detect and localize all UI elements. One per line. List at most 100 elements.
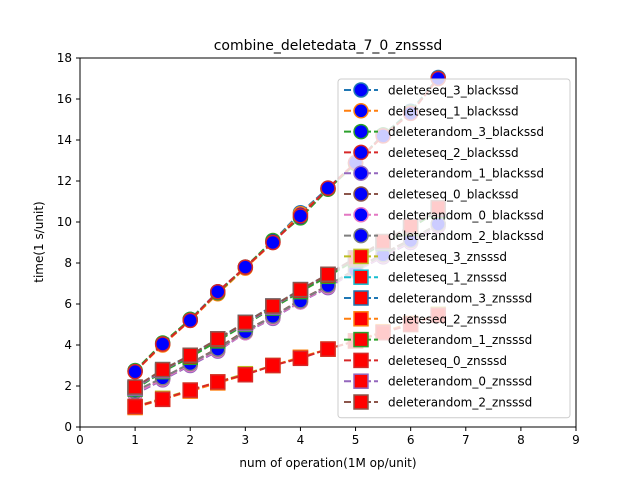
legend: deleteseq_3_blackssd deleteseq_1_blackssd… bbox=[337, 78, 571, 419]
data-point bbox=[154, 391, 171, 408]
data-point bbox=[292, 281, 309, 298]
legend-label: deleteseq_2_blackssd bbox=[388, 146, 519, 160]
legend-entry: deleterandom_3_blackssd bbox=[344, 123, 544, 140]
legend-label: deleterandom_0_znsssd bbox=[388, 375, 532, 389]
data-point bbox=[237, 314, 254, 331]
data-point bbox=[265, 234, 281, 251]
data-point bbox=[182, 312, 198, 329]
data-point bbox=[210, 283, 226, 300]
legend-marker bbox=[353, 331, 369, 348]
legend-box bbox=[337, 78, 571, 419]
data-point bbox=[237, 366, 254, 383]
legend-marker bbox=[353, 207, 369, 223]
data-point bbox=[154, 336, 171, 352]
data-point bbox=[127, 398, 143, 415]
legend-label: deleteseq_1_znsssd bbox=[388, 271, 507, 285]
legend-marker bbox=[353, 352, 369, 369]
legend-label: deleteseq_3_blackssd bbox=[388, 84, 519, 98]
y-axis-label: time(1 s/unit) bbox=[32, 201, 46, 282]
legend-label: deleteseq_3_znsssd bbox=[388, 250, 507, 264]
x-tick-label: 9 bbox=[572, 433, 580, 447]
legend-entry: deleterandom_1_znsssd bbox=[344, 331, 532, 348]
y-tick-label: 18 bbox=[57, 51, 72, 65]
x-tick-label: 7 bbox=[462, 433, 470, 447]
x-tick-label: 8 bbox=[517, 433, 525, 447]
data-point bbox=[320, 266, 336, 283]
data-point bbox=[182, 347, 198, 363]
legend-marker bbox=[353, 394, 369, 410]
y-tick-label: 2 bbox=[64, 379, 72, 393]
x-tick-label: 3 bbox=[242, 433, 250, 447]
legend-entry: deleteseq_3_znsssd bbox=[344, 248, 507, 265]
legend-marker bbox=[353, 144, 369, 161]
y-tick-label: 16 bbox=[57, 92, 72, 106]
legend-entry: deleteseq_0_blackssd bbox=[344, 186, 519, 202]
y-tick-label: 6 bbox=[64, 297, 72, 311]
plot-frame bbox=[79, 57, 577, 428]
legend-label: deleteseq_0_znsssd bbox=[388, 354, 507, 368]
y-tick-label: 0 bbox=[64, 420, 72, 434]
legend-entry: deleterandom_1_blackssd bbox=[344, 165, 544, 181]
data-point bbox=[154, 361, 171, 378]
legend-entry: deleteseq_2_znsssd bbox=[344, 311, 507, 327]
data-point bbox=[210, 331, 226, 347]
legend-entry: deleterandom_2_znsssd bbox=[344, 394, 532, 410]
legend-entry: deleterandom_3_znsssd bbox=[344, 290, 532, 306]
legend-entry: deleteseq_1_blackssd bbox=[344, 103, 519, 119]
chart-title: combine_deletedata_7_0_znsssd bbox=[214, 38, 443, 54]
y-tick-label: 8 bbox=[64, 256, 72, 270]
data-point bbox=[292, 208, 309, 224]
y-tick-label: 10 bbox=[57, 215, 72, 229]
data-point bbox=[182, 382, 198, 398]
legend-label: deleteseq_0_blackssd bbox=[388, 188, 519, 202]
legend-marker bbox=[353, 186, 369, 202]
legend-entry: deleterandom_2_blackssd bbox=[344, 227, 544, 244]
legend-marker bbox=[353, 269, 369, 285]
x-tick-label: 2 bbox=[186, 433, 194, 447]
legend-marker bbox=[353, 165, 369, 181]
data-point bbox=[127, 363, 143, 380]
legend-entry: deleteseq_2_blackssd bbox=[344, 144, 519, 161]
legend-entry: deleteseq_0_znsssd bbox=[344, 352, 507, 369]
x-tick-label: 4 bbox=[297, 433, 305, 447]
data-point bbox=[210, 374, 226, 390]
legend-entry: deleterandom_0_znsssd bbox=[344, 373, 532, 389]
data-point bbox=[292, 350, 309, 367]
x-tick-label: 5 bbox=[352, 433, 360, 447]
legend-label: deleterandom_1_blackssd bbox=[388, 167, 544, 181]
data-point bbox=[237, 259, 254, 275]
legend-label: deleterandom_0_blackssd bbox=[388, 208, 544, 222]
y-tick-label: 12 bbox=[57, 174, 72, 188]
x-tick-label: 1 bbox=[131, 433, 139, 447]
x-axis: 0 1 2 3 4 5 6 7 8 9 bbox=[76, 427, 580, 447]
legend-marker bbox=[353, 290, 369, 306]
legend-label: deleterandom_3_blackssd bbox=[388, 125, 544, 139]
data-point bbox=[127, 379, 143, 395]
data-point bbox=[320, 341, 336, 357]
legend-marker bbox=[353, 103, 369, 119]
legend-label: deleterandom_2_blackssd bbox=[388, 229, 544, 243]
legend-marker bbox=[353, 373, 369, 389]
legend-label: deleterandom_2_znsssd bbox=[388, 396, 532, 410]
legend-marker bbox=[353, 123, 369, 140]
y-tick-label: 14 bbox=[57, 133, 72, 147]
x-tick-label: 0 bbox=[76, 433, 84, 447]
legend-marker bbox=[353, 227, 369, 244]
x-axis-label: num of operation(1M op/unit) bbox=[239, 456, 416, 470]
y-axis: 0 2 4 6 8 10 12 14 16 18 bbox=[57, 51, 80, 434]
legend-entry: deleterandom_0_blackssd bbox=[344, 207, 544, 223]
legend-entry: deleteseq_3_blackssd bbox=[344, 82, 519, 98]
legend-marker bbox=[353, 248, 369, 265]
y-tick-label: 4 bbox=[64, 338, 72, 352]
legend-label: deleterandom_3_znsssd bbox=[388, 292, 532, 306]
legend-marker bbox=[353, 311, 369, 327]
data-point bbox=[265, 357, 281, 374]
legend-label: deleteseq_2_znsssd bbox=[388, 312, 507, 326]
legend-entry: deleteseq_1_znsssd bbox=[344, 269, 507, 285]
data-point bbox=[265, 298, 281, 314]
data-point bbox=[320, 180, 336, 196]
legend-label: deleterandom_1_znsssd bbox=[388, 333, 532, 347]
legend-marker bbox=[353, 82, 369, 98]
